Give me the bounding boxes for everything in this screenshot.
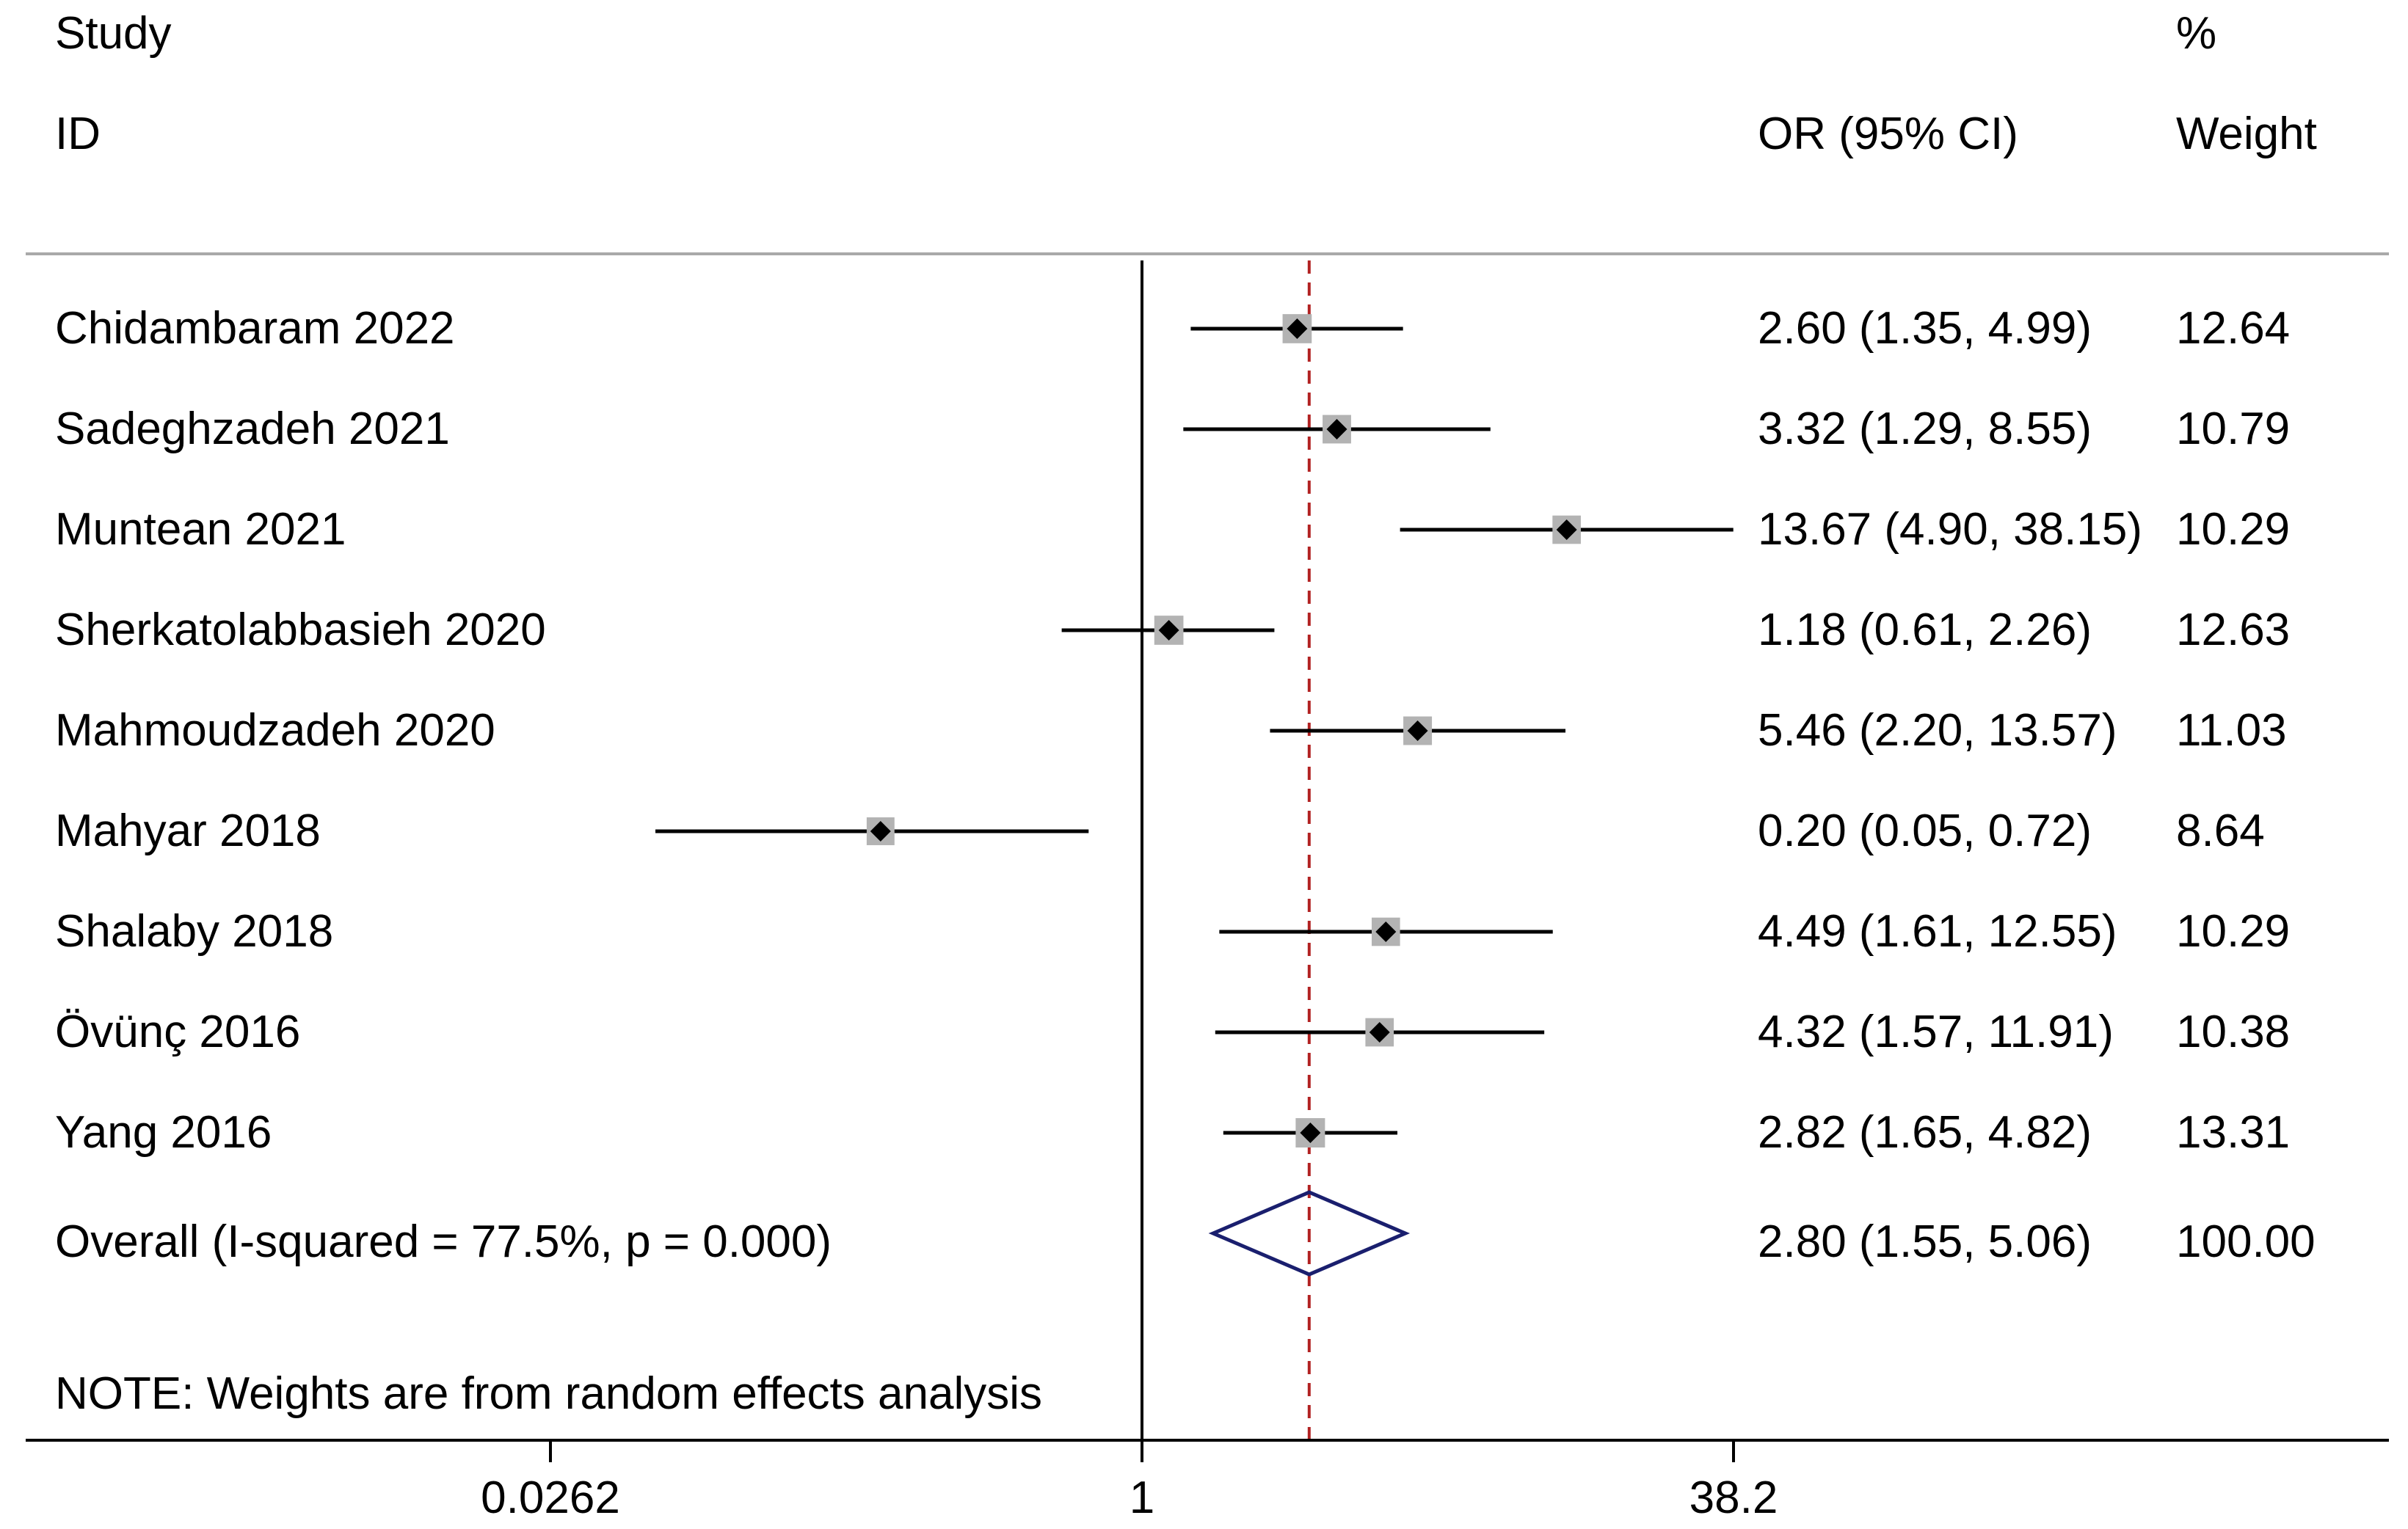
study-weight-text: 10.38 (2176, 1007, 2290, 1057)
x-axis-ticks: 0.0262 1 38.2 (481, 1440, 1778, 1523)
study-rows: Chidambaram 2022 2.60 (1.35, 4.99) 12.64 Sa… (55, 303, 2290, 1158)
study-row: Shalaby 2018 4.49 (1.61, 12.55) 10.29 (55, 906, 2290, 957)
overall-weight-text: 100.00 (2176, 1216, 2316, 1267)
study-row: Övünç 2016 4.32 (1.57, 11.91) 10.38 (55, 1007, 2290, 1057)
study-weight-text: 11.03 (2176, 705, 2287, 756)
study-ci-text: 2.82 (1.65, 4.82) (1758, 1107, 2092, 1158)
study-point-estimate (1369, 1022, 1390, 1043)
study-row: Mahmoudzadeh 2020 5.46 (2.20, 13.57) 11.03 (55, 705, 2287, 756)
study-ci-text: 3.32 (1.29, 8.55) (1758, 404, 2092, 454)
study-id-label: Mahmoudzadeh 2020 (55, 705, 495, 756)
study-weight-text: 12.63 (2176, 605, 2290, 655)
header-id: ID (55, 109, 101, 159)
study-point-estimate (1407, 720, 1428, 741)
study-point-estimate (1375, 922, 1397, 942)
study-point-estimate (870, 821, 891, 842)
study-row: Sherkatolabbasieh 2020 1.18 (0.61, 2.26) 1… (55, 605, 2290, 655)
study-ci-text: 1.18 (0.61, 2.26) (1758, 605, 2092, 655)
x-tick-label: 0.0262 (481, 1473, 620, 1523)
study-weight-text: 12.64 (2176, 303, 2290, 354)
study-row: Chidambaram 2022 2.60 (1.35, 4.99) 12.64 (55, 303, 2290, 354)
study-id-label: Muntean 2021 (55, 504, 346, 555)
header-study: Study (55, 8, 172, 59)
study-ci-text: 4.49 (1.61, 12.55) (1758, 906, 2117, 957)
study-weight-text: 13.31 (2176, 1107, 2290, 1158)
study-row: Yang 2016 2.82 (1.65, 4.82) 13.31 (55, 1107, 2290, 1158)
study-point-estimate (1300, 1123, 1321, 1143)
header-weight-percent: % (2176, 8, 2216, 59)
x-tick-label: 1 (1130, 1473, 1154, 1523)
overall-label: Overall (I-squared = 77.5%, p = 0.000) (55, 1216, 832, 1267)
study-weight-text: 8.64 (2176, 806, 2265, 856)
study-id-label: Chidambaram 2022 (55, 303, 455, 354)
study-id-label: Övünç 2016 (55, 1007, 300, 1057)
study-row: Sadeghzadeh 2021 3.32 (1.29, 8.55) 10.79 (55, 404, 2290, 454)
study-ci-text: 4.32 (1.57, 11.91) (1758, 1007, 2114, 1057)
overall-ci-text: 2.80 (1.55, 5.06) (1758, 1216, 2092, 1267)
study-point-estimate (1158, 620, 1179, 641)
study-ci-text: 0.20 (0.05, 0.72) (1758, 806, 2092, 856)
weights-note: NOTE: Weights are from random effects an… (55, 1368, 1042, 1419)
study-weight-text: 10.29 (2176, 504, 2290, 555)
study-row: Muntean 2021 13.67 (4.90, 38.15) 10.29 (55, 504, 2290, 555)
study-weight-text: 10.79 (2176, 404, 2290, 454)
study-id-label: Sadeghzadeh 2021 (55, 404, 450, 454)
study-id-label: Sherkatolabbasieh 2020 (55, 605, 546, 655)
header-weight: Weight (2176, 109, 2317, 159)
study-row: Mahyar 2018 0.20 (0.05, 0.72) 8.64 (55, 806, 2265, 856)
study-point-estimate (1287, 318, 1308, 339)
study-ci-text: 13.67 (4.90, 38.15) (1758, 504, 2142, 555)
study-point-estimate (1556, 519, 1577, 540)
study-id-label: Mahyar 2018 (55, 806, 321, 856)
header-effect: OR (95% CI) (1758, 109, 2018, 159)
x-tick-label: 38.2 (1689, 1473, 1778, 1523)
study-id-label: Yang 2016 (55, 1107, 272, 1158)
study-id-label: Shalaby 2018 (55, 906, 333, 957)
study-weight-text: 10.29 (2176, 906, 2290, 957)
study-ci-text: 5.46 (2.20, 13.57) (1758, 705, 2117, 756)
study-ci-text: 2.60 (1.35, 4.99) (1758, 303, 2092, 354)
overall-diamond (1208, 1190, 1411, 1277)
study-point-estimate (1326, 419, 1347, 439)
